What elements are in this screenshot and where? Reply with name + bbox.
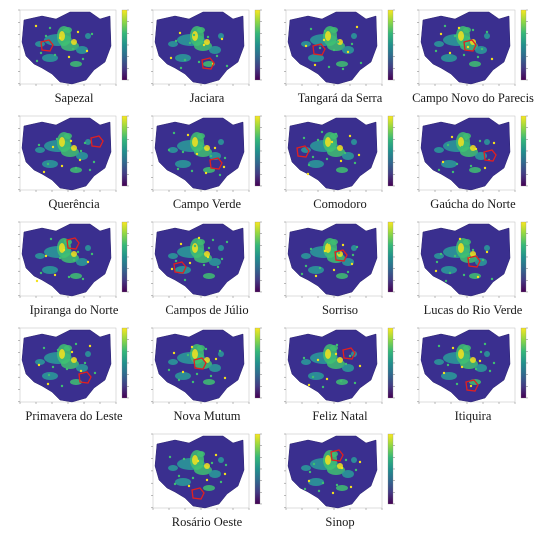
municipality-outline bbox=[296, 145, 310, 158]
panel-caption: Feliz Natal bbox=[312, 409, 368, 423]
map-panel: Itiquira bbox=[411, 324, 535, 430]
map-panel: Sinop bbox=[278, 430, 402, 536]
panel-caption: Lucas do Rio Verde bbox=[423, 303, 523, 317]
colorbar bbox=[387, 327, 394, 399]
municipality-outline bbox=[66, 237, 80, 250]
panel-caption: Querência bbox=[48, 197, 100, 211]
panel-caption: Rosário Oeste bbox=[171, 515, 243, 529]
heatmap-image bbox=[151, 9, 262, 86]
colorbar bbox=[387, 221, 394, 293]
heatmap-image bbox=[284, 9, 395, 86]
municipality-outline bbox=[90, 135, 104, 148]
colorbar bbox=[387, 9, 394, 81]
heatmap-image bbox=[417, 9, 528, 86]
map-panel: Tangará da Serra bbox=[278, 6, 402, 112]
panel-caption: Ipiranga do Norte bbox=[29, 303, 119, 317]
municipality-outline bbox=[209, 157, 223, 170]
panel-caption: Itiquira bbox=[454, 409, 492, 423]
colorbar bbox=[254, 221, 261, 293]
municipality-outline bbox=[463, 39, 477, 52]
municipality-outline bbox=[483, 149, 497, 162]
panel-caption: Sapezal bbox=[54, 91, 94, 105]
map-panel: Nova Mutum bbox=[145, 324, 269, 430]
municipality-outline bbox=[330, 449, 344, 462]
panel-caption: Nova Mutum bbox=[173, 409, 241, 423]
map-panel: Primavera do Leste bbox=[12, 324, 136, 430]
heatmap-image bbox=[284, 115, 395, 192]
map-panel: Ipiranga do Norte bbox=[12, 218, 136, 324]
panel-caption: Jaciara bbox=[189, 91, 225, 105]
municipality-outline bbox=[78, 371, 92, 384]
heatmap-image bbox=[18, 221, 129, 298]
panel-caption: Sorriso bbox=[321, 303, 359, 317]
colorbar bbox=[387, 433, 394, 505]
municipality-outline bbox=[465, 379, 479, 392]
panel-caption: Tangará da Serra bbox=[297, 91, 383, 105]
panel-caption: Campos de Júlio bbox=[165, 303, 249, 317]
colorbar bbox=[254, 9, 261, 81]
map-panel: Jaciara bbox=[145, 6, 269, 112]
municipality-outline bbox=[467, 255, 481, 268]
map-panel: Sapezal bbox=[12, 6, 136, 112]
panel-caption: Sinop bbox=[325, 515, 355, 529]
heatmap-image bbox=[151, 433, 262, 510]
municipality-outline bbox=[40, 39, 54, 52]
panel-caption: Campo Novo do Parecis bbox=[412, 91, 534, 105]
municipality-outline bbox=[173, 261, 187, 274]
colorbar bbox=[254, 327, 261, 399]
colorbar bbox=[387, 115, 394, 187]
panel-caption: Primavera do Leste bbox=[25, 409, 123, 423]
heatmap-image bbox=[151, 221, 262, 298]
map-panel: Campos de Júlio bbox=[145, 218, 269, 324]
colorbar bbox=[254, 433, 261, 505]
heatmap-image bbox=[417, 327, 528, 404]
map-panel: Feliz Natal bbox=[278, 324, 402, 430]
heatmap-image bbox=[18, 9, 129, 86]
map-panel: Rosário Oeste bbox=[145, 430, 269, 536]
colorbar bbox=[520, 115, 527, 187]
heatmap-image bbox=[18, 327, 129, 404]
heatmap-image bbox=[417, 115, 528, 192]
map-panel: Comodoro bbox=[278, 112, 402, 218]
heatmap-image bbox=[18, 115, 129, 192]
municipality-outline bbox=[312, 43, 326, 56]
panel-caption: Comodoro bbox=[313, 197, 367, 211]
colorbar bbox=[121, 327, 128, 399]
map-panel: Sorriso bbox=[278, 218, 402, 324]
map-panel: Lucas do Rio Verde bbox=[411, 218, 535, 324]
heatmap-image bbox=[284, 221, 395, 298]
map-panel: Gaúcha do Norte bbox=[411, 112, 535, 218]
municipality-outline bbox=[334, 249, 348, 262]
colorbar bbox=[520, 327, 527, 399]
municipality-outline bbox=[342, 347, 356, 360]
heatmap-image bbox=[417, 221, 528, 298]
heatmap-image bbox=[284, 433, 395, 510]
colorbar bbox=[121, 221, 128, 293]
colorbar bbox=[520, 221, 527, 293]
map-panel: Campo Novo do Parecis bbox=[411, 6, 535, 112]
municipality-outline bbox=[193, 357, 207, 370]
heatmap-image bbox=[284, 327, 395, 404]
municipality-outline bbox=[201, 57, 215, 70]
colorbar bbox=[121, 115, 128, 187]
colorbar bbox=[254, 115, 261, 187]
panel-caption: Campo Verde bbox=[172, 197, 242, 211]
map-panel: Querência bbox=[12, 112, 136, 218]
colorbar bbox=[520, 9, 527, 81]
panel-caption: Gaúcha do Norte bbox=[430, 197, 516, 211]
colorbar bbox=[121, 9, 128, 81]
municipality-outline bbox=[191, 487, 205, 500]
map-panel: Campo Verde bbox=[145, 112, 269, 218]
heatmap-image bbox=[151, 327, 262, 404]
heatmap-image bbox=[151, 115, 262, 192]
